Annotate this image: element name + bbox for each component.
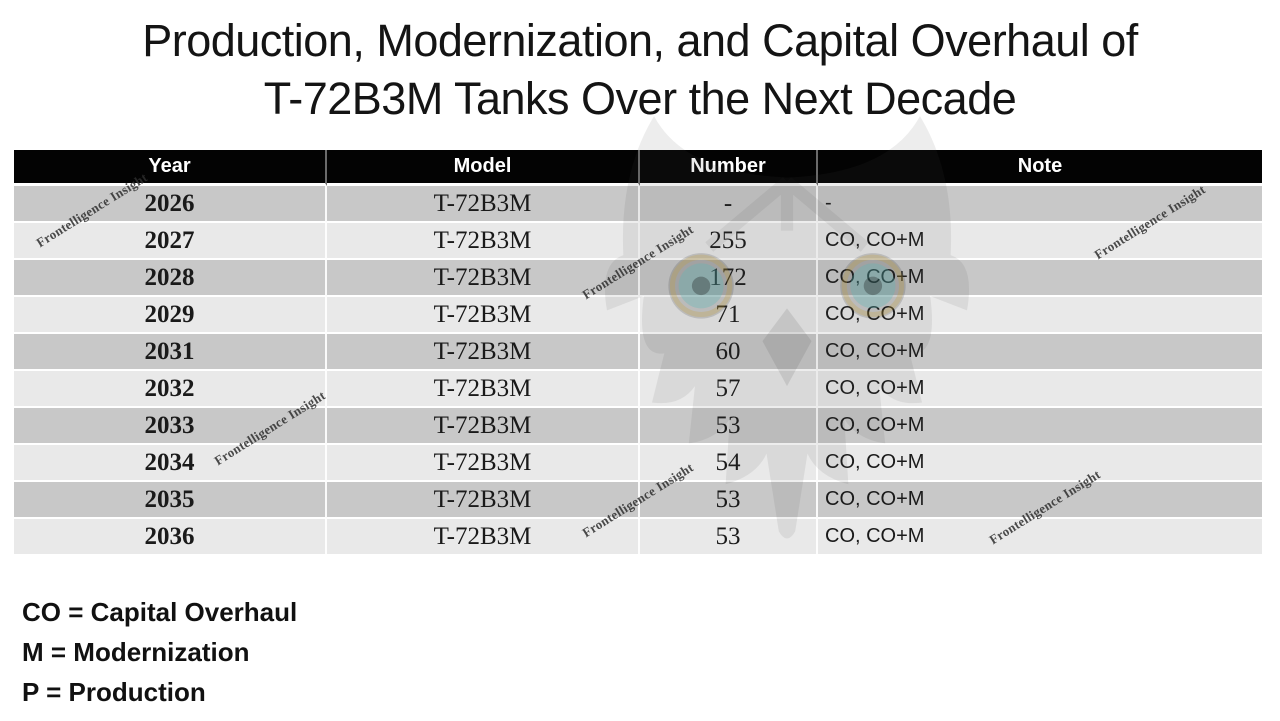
cell-year: 2031 [14, 334, 327, 371]
column-header-number: Number [640, 150, 818, 186]
cell-number: 53 [640, 408, 818, 445]
cell-number: 57 [640, 371, 818, 408]
cell-number: 53 [640, 482, 818, 519]
cell-model: T-72B3M [327, 334, 640, 371]
cell-model: T-72B3M [327, 186, 640, 223]
abbreviation-legend: CO = Capital Overhaul M = Modernization … [22, 592, 297, 712]
cell-note: CO, CO+M [818, 260, 1262, 297]
cell-number: 54 [640, 445, 818, 482]
legend-line-p: P = Production [22, 677, 206, 707]
cell-model: T-72B3M [327, 519, 640, 554]
column-header-note: Note [818, 150, 1262, 186]
cell-model: T-72B3M [327, 371, 640, 408]
cell-note: CO, CO+M [818, 371, 1262, 408]
cell-model: T-72B3M [327, 260, 640, 297]
cell-number: 172 [640, 260, 818, 297]
cell-note: CO, CO+M [818, 482, 1262, 519]
cell-note: CO, CO+M [818, 297, 1262, 334]
cell-year: 2026 [14, 186, 327, 223]
cell-year: 2033 [14, 408, 327, 445]
cell-note: CO, CO+M [818, 445, 1262, 482]
cell-year: 2032 [14, 371, 327, 408]
cell-year: 2034 [14, 445, 327, 482]
column-header-model: Model [327, 150, 640, 186]
cell-year: 2036 [14, 519, 327, 554]
cell-number: - [640, 186, 818, 223]
cell-number: 71 [640, 297, 818, 334]
table-row: 2032 T-72B3M 57 CO, CO+M [14, 371, 1262, 408]
cell-year: 2029 [14, 297, 327, 334]
cell-number: 255 [640, 223, 818, 260]
cell-year: 2035 [14, 482, 327, 519]
table-row: 2026 T-72B3M - - [14, 186, 1262, 223]
table-row: 2036 T-72B3M 53 CO, CO+M [14, 519, 1262, 554]
table-row: 2027 T-72B3M 255 CO, CO+M [14, 223, 1262, 260]
table-row: 2031 T-72B3M 60 CO, CO+M [14, 334, 1262, 371]
page-title-line2: T-72B3M Tanks Over the Next Decade [263, 73, 1017, 124]
cell-number: 53 [640, 519, 818, 554]
legend-line-co: CO = Capital Overhaul [22, 597, 298, 627]
cell-model: T-72B3M [327, 297, 640, 334]
cell-note: CO, CO+M [818, 334, 1262, 371]
cell-model: T-72B3M [327, 408, 640, 445]
cell-number: 60 [640, 334, 818, 371]
cell-note: CO, CO+M [818, 408, 1262, 445]
cell-model: T-72B3M [327, 223, 640, 260]
page-title: Production, Modernization, and Capital O… [0, 12, 1280, 128]
cell-note: CO, CO+M [818, 223, 1262, 260]
legend-line-m: M = Modernization [22, 637, 250, 667]
table-header-row: Year Model Number Note [14, 150, 1262, 186]
table-row: 2029 T-72B3M 71 CO, CO+M [14, 297, 1262, 334]
cell-year: 2028 [14, 260, 327, 297]
cell-year: 2027 [14, 223, 327, 260]
table-row: 2035 T-72B3M 53 CO, CO+M [14, 482, 1262, 519]
cell-model: T-72B3M [327, 482, 640, 519]
tanks-table: Year Model Number Note 2026 T-72B3M - - … [14, 150, 1262, 554]
table-row: 2033 T-72B3M 53 CO, CO+M [14, 408, 1262, 445]
cell-note: CO, CO+M [818, 519, 1262, 554]
cell-note: - [818, 186, 1262, 223]
table-row: 2028 T-72B3M 172 CO, CO+M [14, 260, 1262, 297]
column-header-year: Year [14, 150, 327, 186]
cell-model: T-72B3M [327, 445, 640, 482]
page-title-line1: Production, Modernization, and Capital O… [142, 15, 1138, 66]
table-row: 2034 T-72B3M 54 CO, CO+M [14, 445, 1262, 482]
